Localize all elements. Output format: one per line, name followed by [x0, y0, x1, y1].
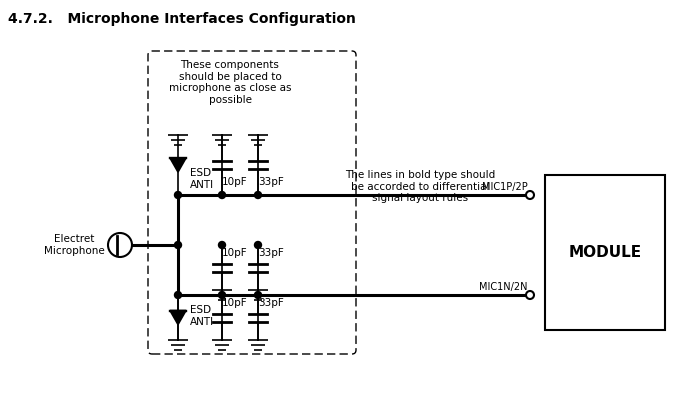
- Circle shape: [254, 192, 261, 198]
- Circle shape: [254, 242, 261, 249]
- Text: The lines in bold type should
be accorded to differential
signal layout rules: The lines in bold type should be accorde…: [345, 170, 495, 203]
- Text: 33pF: 33pF: [258, 177, 284, 187]
- Text: MODULE: MODULE: [569, 245, 641, 260]
- Circle shape: [174, 242, 181, 249]
- Text: Electret
Microphone: Electret Microphone: [44, 234, 105, 256]
- Text: ESD
ANTI: ESD ANTI: [190, 305, 214, 327]
- Text: MIC1P/2P: MIC1P/2P: [482, 182, 528, 192]
- Circle shape: [218, 242, 226, 249]
- Circle shape: [174, 192, 181, 198]
- Text: These components
should be placed to
microphone as close as
possible: These components should be placed to mic…: [169, 60, 291, 105]
- Text: 10pF: 10pF: [222, 248, 247, 258]
- Text: 33pF: 33pF: [258, 298, 284, 308]
- Bar: [545, 175, 665, 330]
- Text: 33pF: 33pF: [258, 248, 284, 258]
- Circle shape: [174, 291, 181, 299]
- Text: 4.7.2.   Microphone Interfaces Configuration: 4.7.2. Microphone Interfaces Configurati…: [8, 12, 356, 26]
- Text: ESD
ANTI: ESD ANTI: [190, 168, 214, 190]
- Text: 10pF: 10pF: [222, 298, 247, 308]
- Circle shape: [218, 291, 226, 299]
- Text: 10pF: 10pF: [222, 177, 247, 187]
- Circle shape: [526, 191, 534, 199]
- Text: MIC1N/2N: MIC1N/2N: [480, 282, 528, 292]
- Circle shape: [254, 291, 261, 299]
- Circle shape: [218, 192, 226, 198]
- Polygon shape: [170, 158, 186, 172]
- Polygon shape: [170, 310, 186, 324]
- Circle shape: [526, 291, 534, 299]
